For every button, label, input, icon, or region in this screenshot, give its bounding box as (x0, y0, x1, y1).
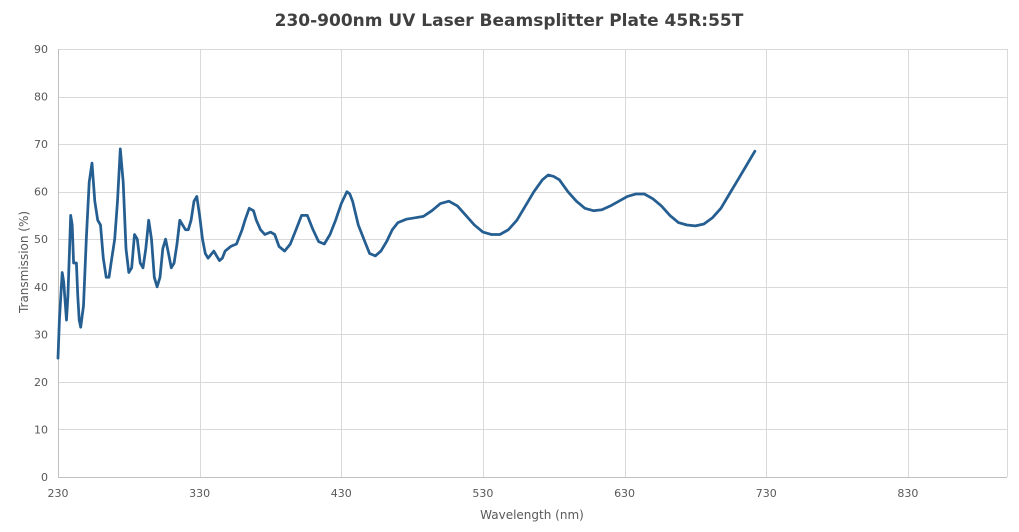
y-axis-label: Transmission (%) (17, 211, 31, 314)
axes (58, 49, 1007, 478)
y-tick-label: 30 (34, 328, 48, 341)
y-tick-label: 70 (34, 138, 48, 151)
x-tick-label: 530 (472, 487, 493, 500)
x-tick-label: 230 (48, 487, 69, 500)
chart-title: 230-900nm UV Laser Beamsplitter Plate 45… (275, 11, 744, 31)
y-tick-label: 0 (41, 471, 48, 484)
transmission-series-line (56, 147, 757, 360)
y-tick-label: 60 (34, 186, 48, 199)
x-axis-label: Wavelength (nm) (480, 508, 584, 522)
gridlines (58, 49, 1008, 477)
y-tick-label: 80 (34, 91, 48, 104)
y-tick-label: 90 (34, 43, 48, 56)
x-tick-label: 430 (331, 487, 352, 500)
x-tick-label: 830 (897, 487, 918, 500)
y-tick-label: 20 (34, 376, 48, 389)
x-tick-label: 630 (614, 487, 635, 500)
y-tick-label: 10 (34, 423, 48, 436)
x-tick-label: 330 (189, 487, 210, 500)
x-tick-labels: 230 330 430 530 630 730 830 (48, 487, 919, 500)
y-tick-label: 40 (34, 281, 48, 294)
series-layer (56, 147, 757, 360)
y-tick-labels: 0 10 20 30 40 50 60 70 80 90 (34, 43, 48, 484)
x-tick-label: 730 (756, 487, 777, 500)
y-tick-label: 50 (34, 233, 48, 246)
